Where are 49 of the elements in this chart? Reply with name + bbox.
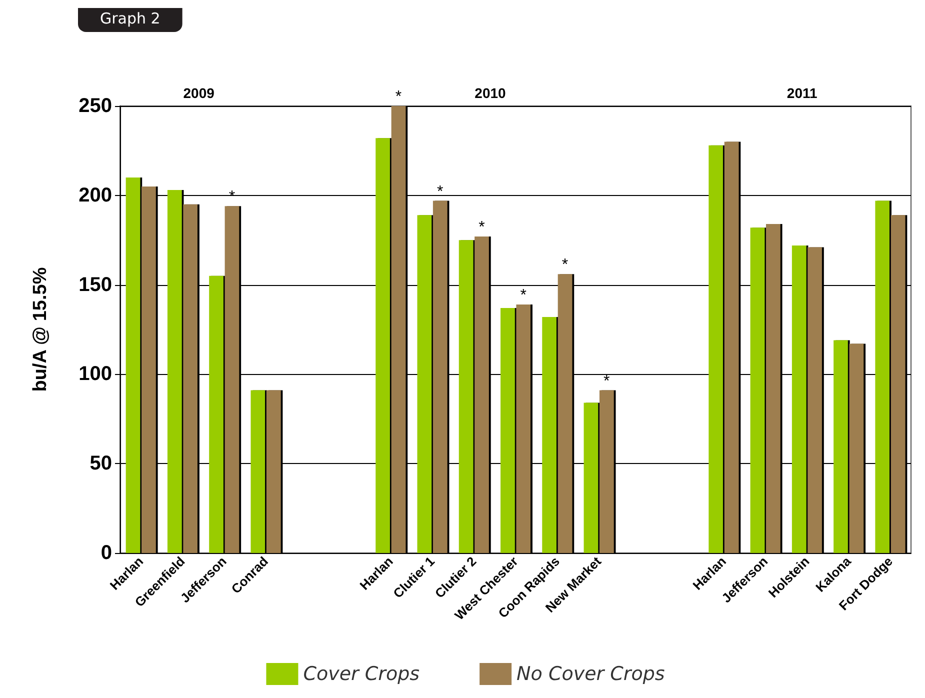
data-label: *: [520, 286, 526, 304]
bar: [183, 204, 198, 553]
legend-label: No Cover Crops: [516, 663, 665, 685]
bar: [266, 390, 281, 553]
bar: [209, 276, 224, 553]
bar: [474, 236, 489, 553]
bar: [126, 178, 140, 553]
bar: [708, 145, 723, 553]
y-tick-label: 0: [100, 542, 112, 564]
bar: [834, 340, 848, 553]
bar: [750, 228, 765, 553]
bar: [875, 200, 890, 553]
y-tick-label: 100: [78, 363, 112, 386]
bar: [584, 402, 598, 553]
y-axis-title: bu/A @ 15.5%: [30, 267, 51, 392]
data-label: *: [478, 219, 485, 236]
text: 2009: [183, 85, 215, 101]
bar: [808, 247, 822, 553]
bar: [890, 215, 906, 553]
text: 2010: [474, 85, 506, 101]
bar: [849, 344, 864, 553]
bar: [516, 304, 530, 553]
bar: [500, 308, 515, 553]
bar: [432, 200, 448, 553]
bar: [142, 186, 156, 553]
bar: [376, 138, 390, 553]
bar: [167, 190, 182, 553]
y-tick-label: 150: [78, 274, 112, 296]
bar: [458, 240, 474, 553]
data-label: *: [436, 183, 444, 200]
y-tick-label: 200: [78, 184, 112, 206]
bar: [558, 274, 572, 553]
data-label: *: [562, 256, 568, 274]
bar: [724, 142, 739, 553]
data-label: *: [603, 372, 610, 390]
bar: [542, 316, 556, 553]
bar: [250, 390, 265, 553]
chart-title: Graph 2: [100, 10, 160, 28]
bar: [792, 245, 806, 553]
y-tick-label: 250: [78, 95, 112, 117]
y-tick-label: 50: [90, 452, 112, 475]
bar: [224, 206, 240, 553]
bar: [391, 106, 406, 553]
bar: [417, 215, 432, 553]
bar: [599, 390, 614, 553]
data-label: *: [395, 88, 402, 106]
text: 2011: [786, 85, 818, 101]
legend-label: Cover Crops: [303, 663, 420, 685]
bar: [766, 224, 780, 553]
